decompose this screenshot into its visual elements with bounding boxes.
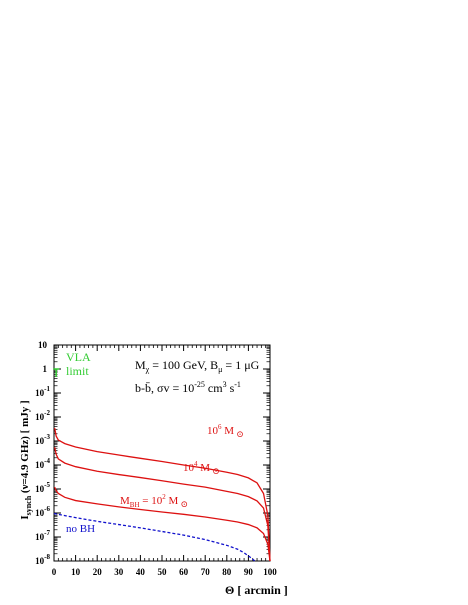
x-tick-label: 90 <box>244 567 254 577</box>
x-tick-label: 30 <box>114 567 124 577</box>
y-tick-label: 10-2 <box>35 409 50 422</box>
y-tick-label: 10-6 <box>35 505 50 518</box>
x-tick-label: 60 <box>179 567 189 577</box>
series-line-1 <box>54 447 271 562</box>
x-tick-label: 20 <box>93 567 103 577</box>
x-tick-label: 50 <box>158 567 168 577</box>
label-1e6: 106 M ⊙ <box>207 423 244 439</box>
vla-limit-marker <box>53 368 60 377</box>
x-tick-label: 40 <box>136 567 146 577</box>
series-line-2 <box>54 486 271 562</box>
label-1e4: 104 M ⊙ <box>183 460 220 476</box>
params-line-1: Mχ = 100 GeV, Bμ = 1 μG <box>135 358 260 374</box>
series-line-0 <box>54 427 271 562</box>
y-tick-label: 10-5 <box>35 481 50 494</box>
data-curves <box>53 427 271 562</box>
y-tick-label: 10-3 <box>35 433 50 446</box>
x-tick-label: 100 <box>263 567 277 577</box>
y-axis-title: Isynch (ν=4.9 GHz) [ mJy ] <box>19 400 33 519</box>
vla-label: VLA <box>66 350 91 364</box>
y-tick-label: 10 <box>38 340 48 350</box>
svg-text:Isynch (ν=4.9 GHz) [ mJy ]: Isynch (ν=4.9 GHz) [ mJy ] <box>19 400 33 519</box>
label-no-bh: no BH <box>66 523 95 535</box>
label-mbh-1e2: MBH = 102 M ⊙ <box>120 493 188 509</box>
y-tick-label: 1 <box>43 364 48 374</box>
x-tick-label: 10 <box>71 567 81 577</box>
series-line-3 <box>53 512 256 562</box>
params-line-2: b-b̄, σv = 10-25 cm3 s-1 <box>135 380 241 395</box>
x-tick-label: 0 <box>52 567 57 577</box>
limit-label: limit <box>66 364 89 378</box>
x-tick-label: 70 <box>201 567 211 577</box>
x-axis-title: Θ [ arcmin ] <box>225 583 288 597</box>
y-tick-label: 10-8 <box>35 553 50 566</box>
y-tick-label: 10-1 <box>35 385 50 398</box>
x-tick-label: 80 <box>222 567 232 577</box>
y-tick-label: 10-7 <box>35 529 50 542</box>
y-tick-label: 10-4 <box>35 457 50 470</box>
